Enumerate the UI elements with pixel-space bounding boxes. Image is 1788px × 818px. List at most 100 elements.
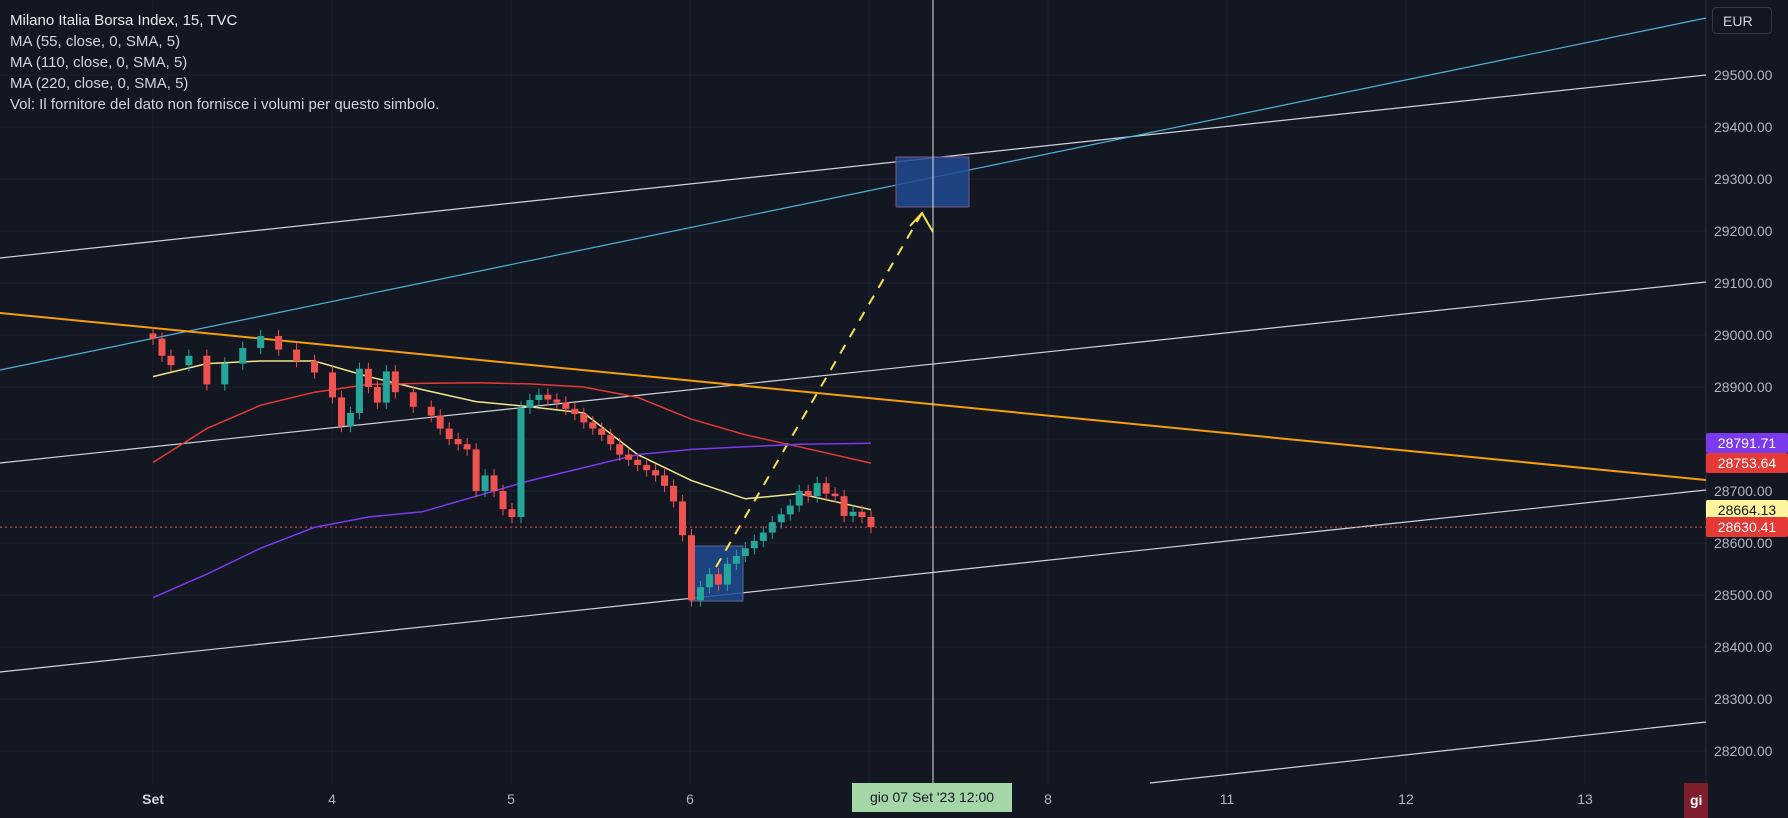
currency-selector-button[interactable]: EUR (1712, 7, 1772, 34)
candle-body (804, 491, 812, 497)
price-label-tag: 28753.64 (1706, 453, 1788, 474)
candle-body (768, 522, 776, 533)
candle-body (329, 372, 336, 398)
channel-line (1149, 721, 1707, 784)
candle-body (831, 493, 839, 497)
candle-body (337, 397, 345, 426)
candle-body (714, 574, 722, 585)
candle-body (221, 363, 229, 385)
time-axis-edge-label: gi (1684, 783, 1708, 818)
time-tick-label: 11 (1219, 791, 1235, 807)
price-tick-label: 28500.00 (1714, 587, 1773, 603)
candle-body (696, 587, 704, 601)
legend-ma55[interactable]: MA (55, close, 0, SMA, 5) (10, 33, 181, 50)
candle-body (355, 368, 363, 413)
legend-ma110[interactable]: MA (110, close, 0, SMA, 5) (10, 54, 188, 71)
candle-body (382, 371, 390, 403)
candle-body (625, 454, 633, 460)
price-tick-label: 28300.00 (1714, 691, 1773, 707)
candle-body (589, 422, 597, 429)
candle-body (499, 491, 507, 510)
candle-body (571, 408, 579, 415)
legend-volume-note: Vol: Il fornitore del dato non fornisce … (10, 96, 440, 113)
price-tick-label: 28900.00 (1714, 379, 1773, 395)
ma-line (152, 382, 872, 464)
candle-body (598, 428, 606, 435)
candle-body (795, 491, 803, 506)
forecast-arrow (715, 212, 923, 568)
time-tick-label: 12 (1398, 791, 1414, 807)
candle-body (813, 483, 821, 497)
candle-body (867, 517, 875, 528)
candle-body (185, 355, 193, 366)
candle-body (732, 556, 740, 564)
candle-body (472, 449, 480, 491)
price-tick-label: 28600.00 (1714, 535, 1773, 551)
candle-body (158, 338, 166, 356)
time-tick-label: 5 (507, 791, 515, 807)
time-tick-label: 13 (1577, 791, 1593, 807)
legend-ma220[interactable]: MA (220, close, 0, SMA, 5) (10, 75, 189, 92)
price-tick-label: 28700.00 (1714, 483, 1773, 499)
price-tick-label: 29100.00 (1714, 275, 1773, 291)
candle-body (445, 428, 453, 439)
time-tick-label: Set (142, 791, 164, 807)
trendline-orange (0, 312, 1707, 481)
candle-body (409, 392, 417, 407)
forecast-arrowhead (909, 211, 934, 233)
channel-line (0, 281, 1707, 464)
candle-body (777, 514, 785, 523)
candle-body (364, 368, 372, 387)
candle-body (508, 509, 516, 517)
candle-body (454, 439, 462, 445)
candle-body (670, 485, 678, 502)
candle-body (786, 505, 794, 515)
channel-line (0, 489, 1707, 673)
candle-body (535, 394, 543, 400)
candle-body (616, 444, 624, 455)
candle-body (490, 475, 498, 491)
candle-body (517, 407, 525, 517)
candle-body (167, 355, 175, 366)
candle-body (436, 415, 444, 429)
candle-body (293, 349, 301, 361)
chart-legend: Milano Italia Borsa Index, 15, TVC MA (5… (10, 10, 439, 115)
price-tick-label: 29300.00 (1714, 171, 1773, 187)
legend-title: Milano Italia Borsa Index, 15, TVC (10, 12, 238, 29)
candle-body (391, 371, 399, 393)
candle-body (840, 496, 848, 516)
price-tick-label: 29400.00 (1714, 119, 1773, 135)
candle-body (634, 459, 642, 465)
candle-body (346, 413, 354, 426)
price-label-tag: 28791.71 (1706, 433, 1788, 454)
price-tick-label: 29500.00 (1714, 67, 1773, 83)
candle-body (544, 394, 552, 400)
price-label-tag: 28664.13 (1706, 499, 1788, 520)
price-label-tag: 28630.41 (1706, 517, 1788, 538)
candle-body (705, 574, 713, 588)
candle-body (652, 470, 660, 476)
candle-body (553, 399, 561, 403)
candle-body (741, 548, 749, 556)
candle-body (580, 414, 588, 423)
candle-body (661, 475, 669, 486)
candle-body (750, 540, 758, 549)
trendline-cyan (0, 17, 1707, 371)
ma-line (152, 360, 872, 511)
price-tick-label: 29000.00 (1714, 327, 1773, 343)
candle-body (481, 475, 489, 491)
candle-body (849, 511, 857, 516)
time-tick-label: 8 (1044, 791, 1052, 807)
candle-body (427, 406, 435, 416)
candle-body (759, 532, 767, 541)
candle-body (688, 535, 695, 601)
candle-body (562, 402, 570, 409)
price-tick-label: 28400.00 (1714, 639, 1773, 655)
price-tick-label: 29200.00 (1714, 223, 1773, 239)
candle-body (643, 465, 651, 471)
channel-line (0, 74, 1707, 259)
candle-body (607, 434, 615, 445)
candle-body (858, 511, 866, 517)
candle-body (723, 563, 731, 585)
